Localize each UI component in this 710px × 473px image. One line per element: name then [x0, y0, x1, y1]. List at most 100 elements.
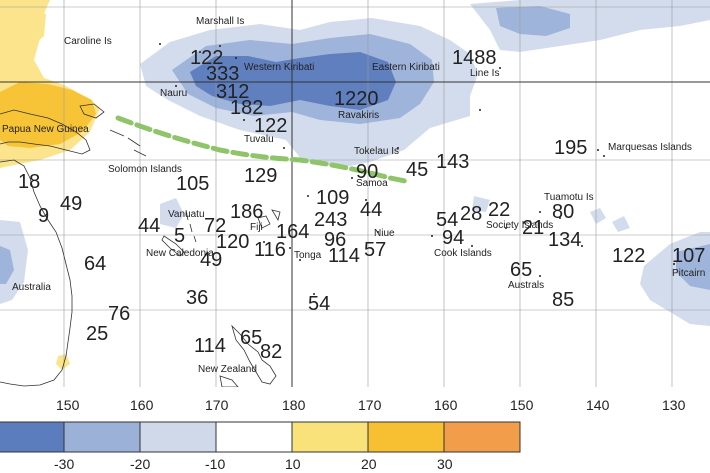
- positive-anomaly-30: [0, 82, 96, 148]
- place-label: Line Is: [470, 68, 499, 79]
- value-label: 90: [356, 161, 378, 183]
- value-label: 122: [190, 47, 223, 69]
- place-label: Marquesas Islands: [608, 142, 692, 153]
- place-label: Tonga: [294, 250, 322, 261]
- new-britain: [79, 103, 105, 119]
- value-label: 243: [314, 209, 347, 231]
- value-label: 82: [260, 341, 282, 363]
- lon-label: 150: [56, 397, 80, 413]
- lon-label: 180: [282, 397, 306, 413]
- value-label: 312: [216, 81, 249, 103]
- place-label: Nauru: [160, 88, 187, 99]
- place-label: Australia: [12, 282, 51, 293]
- equator-box: [0, 0, 710, 387]
- negative-anomaly-small-1: [590, 208, 606, 224]
- place-label: Caroline Is: [64, 36, 112, 47]
- place-label: Samoa: [356, 178, 388, 189]
- australia-coast: [0, 159, 73, 387]
- value-label: 65: [240, 327, 262, 349]
- negative-anomaly-west: [160, 198, 184, 228]
- value-label: 28: [460, 203, 482, 225]
- value-label: 36: [186, 287, 208, 309]
- value-label: 72: [204, 215, 226, 237]
- value-label: 122: [612, 245, 645, 267]
- place-label: Society Islands: [486, 220, 553, 231]
- lon-label: 170: [205, 397, 229, 413]
- colorbar-cell: [0, 421, 65, 453]
- value-label: 195: [554, 137, 587, 159]
- coastlines: [0, 103, 281, 387]
- place-label: New Caledonia: [146, 248, 214, 259]
- colorbar-cell: [63, 421, 141, 453]
- place-label: Fiji: [250, 222, 263, 233]
- value-label: 85: [552, 289, 574, 311]
- positive-anomaly-nsw: [56, 354, 70, 370]
- place-label: Western Kiribati: [244, 62, 314, 73]
- value-label: 54: [308, 293, 330, 315]
- value-label: 22: [488, 199, 510, 221]
- value-label: 114: [328, 245, 360, 267]
- value-label: 120: [216, 231, 249, 253]
- lon-label: 160: [434, 397, 458, 413]
- value-label: 5: [174, 225, 185, 247]
- new-zealand-north: [231, 324, 277, 385]
- solomon-islands: [109, 129, 147, 157]
- colorbar-label: 10: [285, 456, 301, 472]
- value-label: 9: [38, 205, 49, 227]
- value-label: 105: [176, 173, 209, 195]
- colorbar-label: 30: [437, 456, 453, 472]
- png-coast: [0, 109, 91, 155]
- negative-anomaly-small-2: [612, 216, 630, 232]
- negative-anomaly-northeast-mid: [496, 6, 570, 36]
- value-label: 134: [548, 229, 581, 251]
- value-label: 65: [510, 259, 532, 281]
- value-label: 333: [206, 63, 239, 85]
- lon-label: 130: [662, 397, 686, 413]
- place-label: Australs: [508, 280, 544, 291]
- colorbar-label: -20: [130, 456, 150, 472]
- value-label: 1220: [334, 88, 379, 110]
- value-label: 64: [84, 253, 106, 275]
- lon-label: 150: [510, 397, 534, 413]
- value-label: 107: [672, 245, 705, 267]
- place-label: Ravakiris: [338, 110, 379, 121]
- lon-label: 160: [130, 397, 154, 413]
- new-caledonia-island: [161, 235, 185, 257]
- value-label: 116: [254, 239, 286, 261]
- positive-anomaly-ne: [0, 8, 46, 54]
- place-label: New Zealand: [198, 364, 257, 375]
- value-label: 186: [230, 201, 263, 223]
- place-label: Cook Islands: [434, 248, 492, 259]
- place-label: Tuamotu Is: [544, 192, 594, 203]
- longitude-axis: 150 160 170 180 170 160 150 140 130: [56, 397, 686, 413]
- value-label: 49: [200, 249, 222, 271]
- legend-area: 150 160 170 180 170 160 150 140 130 -30 …: [0, 397, 686, 472]
- value-label: 122: [254, 115, 287, 137]
- colorbar-label: -10: [205, 456, 225, 472]
- colorbar-labels: -30 -20 -10 10 20 30: [54, 456, 453, 472]
- colorbar-cell: [291, 421, 369, 453]
- value-label: 18: [18, 171, 40, 193]
- value-label: 57: [364, 239, 386, 261]
- anomaly-shading: [0, 0, 710, 370]
- place-labels: Marshall Is Caroline Is Nauru Western Ki…: [2, 16, 705, 375]
- negative-anomaly-south: [472, 196, 490, 212]
- place-label: Vanuatu: [168, 209, 205, 220]
- value-label: 44: [138, 215, 160, 237]
- value-label: 44: [360, 199, 382, 221]
- place-label: Marshall Is: [196, 16, 244, 27]
- colorbar-label: -30: [54, 456, 74, 472]
- negative-anomaly-sw-2: [0, 246, 14, 284]
- island-dots: [159, 43, 675, 295]
- colorbar-cell: [367, 421, 445, 453]
- negative-anomaly-30-central: [190, 52, 396, 110]
- anomaly-colorbar: [0, 421, 521, 453]
- value-label: 25: [86, 323, 108, 345]
- place-label: Tuvalu: [244, 134, 274, 145]
- colorbar-label: 20: [361, 456, 377, 472]
- colorbar-cell: [215, 421, 293, 453]
- vanuatu-islands: [185, 209, 197, 243]
- place-label: Niue: [374, 228, 395, 239]
- rainfall-anomaly-map: Marshall Is Caroline Is Nauru Western Ki…: [0, 0, 710, 387]
- value-label: 80: [552, 201, 574, 223]
